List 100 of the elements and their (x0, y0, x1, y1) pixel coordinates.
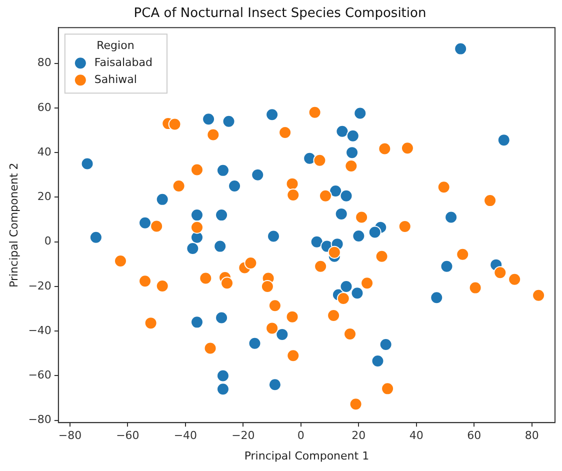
y-tick-label: −60 (28, 368, 52, 382)
y-tick-label: −80 (28, 413, 52, 426)
point (318, 189, 332, 202)
point (381, 382, 394, 396)
point (172, 180, 186, 193)
point (215, 311, 228, 324)
point (379, 338, 392, 351)
chart-title: PCA of Nocturnal Insect Species Composition (134, 6, 426, 22)
point (228, 180, 242, 193)
legend-label: Faisalabad (94, 56, 153, 69)
point (286, 177, 299, 190)
point (398, 220, 412, 233)
point (286, 188, 300, 202)
point (266, 108, 279, 122)
point (190, 208, 204, 222)
point (336, 124, 349, 138)
y-tick-label: 80 (37, 56, 52, 70)
point (286, 349, 300, 362)
y-tick-label: 20 (37, 190, 52, 204)
point (314, 260, 328, 273)
point (138, 274, 152, 288)
point (214, 240, 227, 253)
point (150, 220, 164, 233)
point (508, 272, 522, 286)
x-tick-label: −60 (116, 429, 140, 442)
y-tick-label: −20 (28, 279, 52, 292)
point (216, 164, 230, 177)
point (138, 216, 152, 230)
point (340, 280, 353, 293)
x-tick-label: 0 (297, 429, 304, 442)
point (248, 336, 262, 350)
point (494, 266, 507, 280)
point (350, 286, 364, 300)
point (444, 210, 458, 224)
point (260, 280, 274, 293)
point (222, 114, 236, 128)
point (114, 254, 127, 268)
point (268, 299, 282, 312)
point (220, 276, 234, 290)
point (190, 163, 204, 176)
point (266, 322, 279, 335)
point (267, 230, 280, 243)
point (328, 246, 341, 259)
x-tick-label: 40 (409, 429, 424, 442)
x-tick-label: −40 (174, 429, 198, 442)
x-tick-label: 80 (524, 429, 539, 442)
point (360, 276, 374, 290)
point (468, 281, 482, 294)
point (190, 220, 204, 234)
point (216, 382, 230, 396)
point (202, 112, 216, 126)
y-tick-label: 40 (37, 145, 52, 158)
point (199, 272, 212, 285)
point (156, 280, 169, 293)
point (144, 316, 158, 330)
point (349, 398, 362, 411)
x-tick-label: 60 (467, 429, 482, 442)
legend-label: Sahiwal (94, 72, 137, 86)
point (186, 242, 200, 256)
y-axis-title: Principal Component 2 (7, 162, 20, 288)
point (156, 192, 169, 206)
point (400, 142, 414, 155)
point (344, 328, 357, 341)
x-axis-title: Principal Component 1 (244, 449, 370, 462)
point (286, 310, 299, 324)
point (532, 288, 546, 302)
point (437, 180, 450, 194)
point (329, 184, 342, 198)
point (215, 208, 228, 222)
x-tick-label: 20 (352, 429, 366, 442)
point (354, 106, 367, 120)
point (216, 369, 230, 382)
point (276, 328, 289, 341)
y-tick-label: 0 (44, 234, 52, 248)
point (454, 42, 468, 56)
point (355, 210, 368, 224)
point (190, 316, 204, 329)
x-tick-label: −20 (232, 429, 255, 442)
point (346, 129, 360, 142)
point (313, 154, 326, 167)
point (204, 342, 217, 355)
point (80, 157, 94, 170)
point (89, 230, 102, 244)
point (344, 159, 358, 172)
point (371, 354, 384, 368)
point (497, 134, 510, 147)
point (251, 168, 264, 182)
point (303, 152, 316, 165)
point (375, 250, 388, 263)
point (340, 189, 353, 202)
y-tick-label: 60 (37, 100, 52, 114)
point (456, 248, 470, 261)
point (368, 226, 382, 239)
point (336, 292, 350, 306)
point (278, 126, 292, 139)
point (352, 230, 366, 243)
y-tick-label: −40 (28, 324, 52, 337)
point (484, 194, 497, 208)
x-tick-label: −80 (58, 429, 82, 442)
point (206, 128, 220, 142)
